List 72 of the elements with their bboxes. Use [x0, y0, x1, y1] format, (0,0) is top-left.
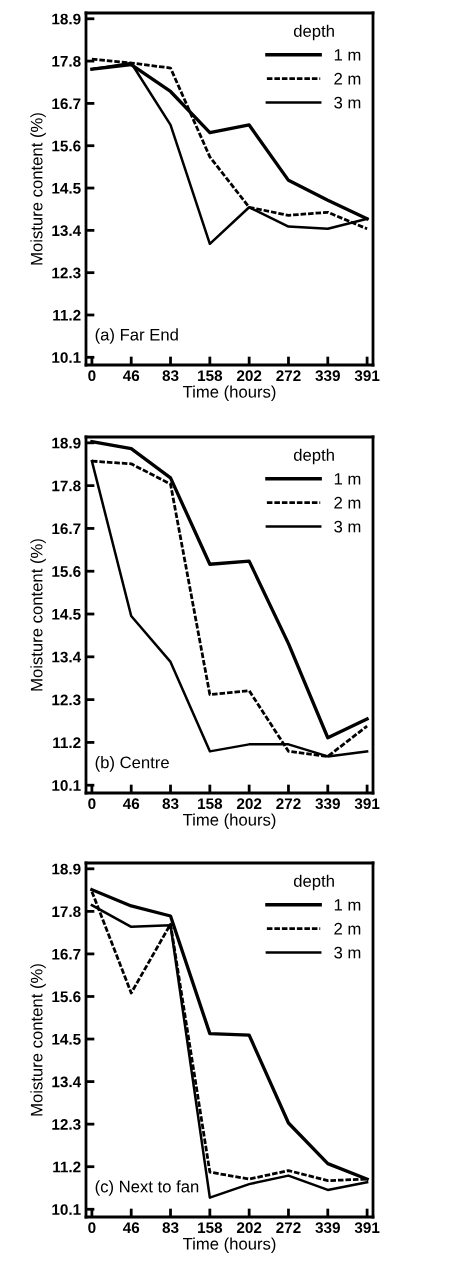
x-axis-title: Time (hours): [182, 385, 276, 402]
legend-title: depth: [293, 874, 334, 891]
x-tick-label: 46: [122, 798, 140, 810]
x-axis-title: Time (hours): [182, 1237, 276, 1254]
x-axis-title: Time (hours): [182, 813, 276, 830]
y-tick-label: 11.2: [53, 737, 81, 748]
y-tick-label: 18.9: [52, 863, 81, 875]
annotation: (a) Far End: [95, 328, 178, 344]
y-tick-label: 15.6: [52, 140, 81, 152]
x-tick-label: 272: [276, 798, 301, 809]
x-tick-label: 391: [354, 370, 380, 382]
legend-label: 3 m: [334, 946, 361, 959]
legend-title: depth: [293, 448, 334, 465]
legend-label: 1 m: [334, 899, 361, 911]
y-tick-label: 13.4: [52, 225, 82, 237]
y-tick-label: 12.3: [52, 694, 81, 706]
y-tick-label: 17.8: [52, 480, 81, 492]
y-axis-title: Moisture content (%): [30, 539, 46, 691]
y-tick-label: 16.7: [52, 948, 81, 960]
x-tick-label: 272: [276, 1222, 301, 1233]
y-tick-label: 14.5: [52, 1034, 81, 1045]
annotation: (b) Centre: [95, 756, 169, 772]
x-tick-label: 83: [162, 1222, 179, 1234]
legend-label: 3 m: [334, 520, 361, 533]
x-tick-label: 0: [88, 798, 96, 810]
x-tick-label: 339: [315, 370, 340, 382]
y-tick-label: 15.6: [52, 566, 81, 577]
y-tick-label: 13.4: [52, 651, 82, 663]
legend-title: depth: [293, 24, 334, 41]
y-axis-title: Moisture content (%): [30, 113, 46, 265]
legend-label: 3 m: [334, 96, 361, 109]
y-tick-label: 16.7: [52, 523, 81, 535]
legend-label: 2 m: [334, 922, 361, 935]
x-tick-label: 158: [198, 1222, 223, 1234]
y-tick-label: 17.8: [52, 55, 81, 67]
x-tick-label: 46: [122, 1222, 140, 1234]
x-tick-label: 339: [315, 1222, 340, 1234]
x-tick-label: 202: [236, 798, 262, 810]
y-tick-label: 10.1: [52, 780, 81, 791]
x-tick-label: 202: [236, 370, 262, 382]
x-tick-label: 0: [88, 1222, 96, 1234]
y-tick-label: 18.9: [52, 13, 81, 25]
y-tick-label: 11.2: [53, 309, 81, 321]
x-tick-label: 0: [88, 370, 96, 382]
y-tick-label: 12.3: [52, 1119, 81, 1130]
annotation: (c) Next to fan: [95, 1180, 199, 1196]
x-tick-label: 158: [198, 370, 223, 382]
x-tick-label: 272: [276, 370, 301, 381]
y-tick-label: 10.1: [52, 1204, 81, 1215]
x-tick-label: 391: [354, 1222, 380, 1234]
x-tick-label: 391: [354, 798, 380, 810]
y-tick-label: 12.3: [52, 267, 81, 279]
y-tick-label: 16.7: [52, 98, 81, 110]
y-tick-label: 15.6: [52, 991, 81, 1003]
legend-label: 1 m: [334, 473, 361, 485]
y-tick-label: 13.4: [52, 1076, 82, 1088]
x-tick-label: 83: [162, 370, 179, 382]
x-tick-label: 83: [162, 798, 179, 810]
y-tick-label: 14.5: [52, 609, 81, 620]
y-tick-label: 18.9: [52, 437, 81, 449]
y-axis-title: Moisture content (%): [30, 964, 46, 1116]
legend-label: 2 m: [334, 72, 361, 85]
y-tick-label: 10.1: [52, 352, 81, 363]
legend-label: 2 m: [334, 496, 361, 509]
x-tick-label: 202: [236, 1222, 262, 1234]
x-tick-label: 339: [315, 798, 340, 810]
x-tick-label: 46: [122, 370, 140, 382]
y-tick-label: 17.8: [52, 906, 81, 918]
legend-label: 1 m: [334, 49, 361, 61]
x-tick-label: 158: [198, 798, 223, 810]
y-tick-label: 14.5: [52, 183, 81, 194]
y-tick-label: 11.2: [53, 1161, 81, 1173]
